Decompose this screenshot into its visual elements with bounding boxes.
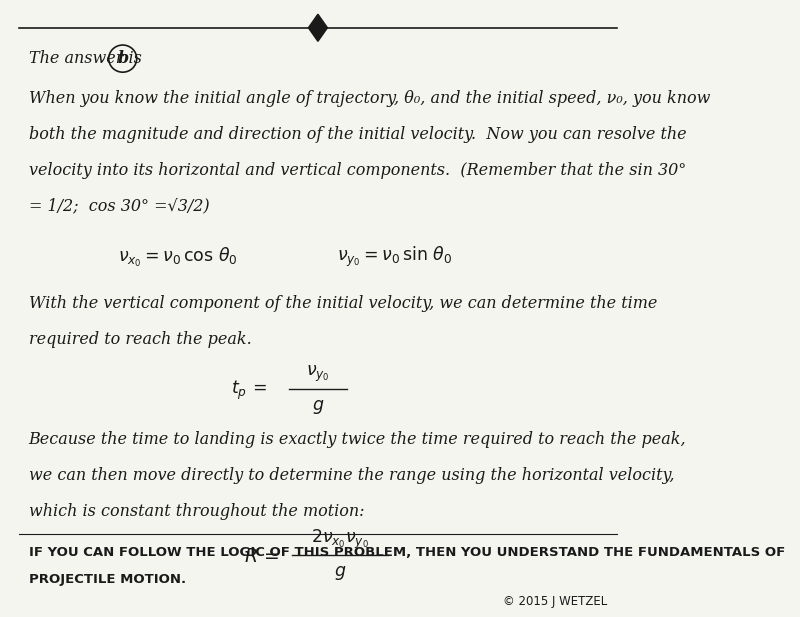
Text: required to reach the peak.: required to reach the peak.	[29, 331, 251, 348]
Text: PROJECTILE MOTION.: PROJECTILE MOTION.	[29, 573, 186, 587]
Text: $\nu_{y_0} = \nu_0\,\sin\,\theta_0$: $\nu_{y_0} = \nu_0\,\sin\,\theta_0$	[337, 245, 452, 270]
Text: which is constant throughout the motion:: which is constant throughout the motion:	[29, 503, 364, 520]
Text: $\nu_{x_0} = \nu_0\,\cos\,\theta_0$: $\nu_{x_0} = \nu_0\,\cos\,\theta_0$	[118, 246, 238, 269]
Text: When you know the initial angle of trajectory, θ₀, and the initial speed, ν₀, yo: When you know the initial angle of traje…	[29, 90, 710, 107]
Text: IF YOU CAN FOLLOW THE LOGIC OF THIS PROBLEM, THEN YOU UNDERSTAND THE FUNDAMENTAL: IF YOU CAN FOLLOW THE LOGIC OF THIS PROB…	[29, 545, 785, 559]
Text: $\nu_{y_0}$: $\nu_{y_0}$	[306, 364, 330, 384]
Text: both the magnitude and direction of the initial velocity.  Now you can resolve t: both the magnitude and direction of the …	[29, 126, 686, 143]
Text: b: b	[117, 50, 128, 67]
Text: Because the time to landing is exactly twice the time required to reach the peak: Because the time to landing is exactly t…	[29, 431, 686, 449]
Text: $R\,=$: $R\,=$	[244, 547, 280, 566]
Text: = 1/2;  cos 30° =√3/2): = 1/2; cos 30° =√3/2)	[29, 197, 210, 215]
Text: $g$: $g$	[312, 398, 324, 416]
Text: © 2015 J WETZEL: © 2015 J WETZEL	[503, 595, 607, 608]
Text: velocity into its horizontal and vertical components.  (Remember that the sin 30: velocity into its horizontal and vertica…	[29, 162, 686, 179]
Polygon shape	[308, 14, 327, 41]
Text: $g$: $g$	[334, 564, 346, 582]
Text: The answer is: The answer is	[29, 50, 146, 67]
Text: $t_p\,=$: $t_p\,=$	[231, 379, 267, 402]
Text: we can then move directly to determine the range using the horizontal velocity,: we can then move directly to determine t…	[29, 467, 674, 484]
Text: $2\nu_{x_0}\nu_{y_0}$: $2\nu_{x_0}\nu_{y_0}$	[311, 528, 369, 552]
Text: With the vertical component of the initial velocity, we can determine the time: With the vertical component of the initi…	[29, 295, 657, 312]
